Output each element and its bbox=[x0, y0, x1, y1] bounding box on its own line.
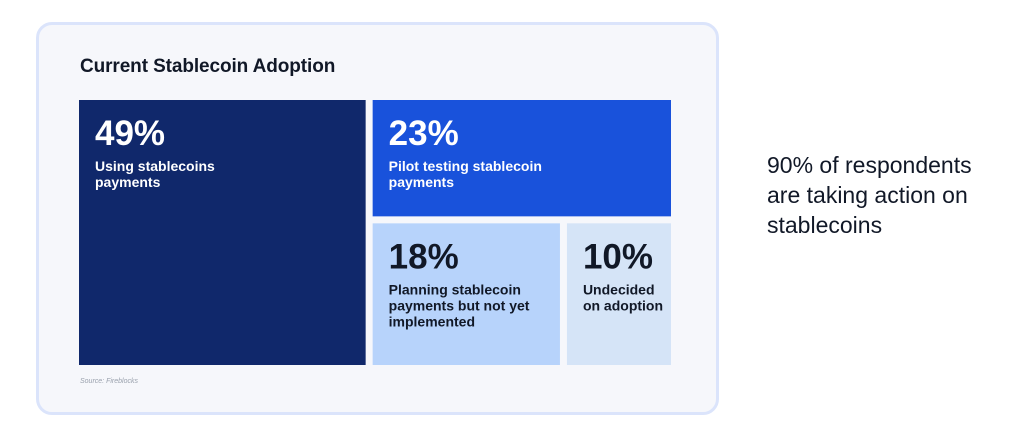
callout-text: 90% of respondents are taking action on … bbox=[767, 152, 972, 238]
chart-card bbox=[36, 22, 719, 415]
chart-title: Current Stablecoin Adoption bbox=[80, 56, 336, 77]
source-note: Source: Fireblocks bbox=[80, 378, 138, 385]
